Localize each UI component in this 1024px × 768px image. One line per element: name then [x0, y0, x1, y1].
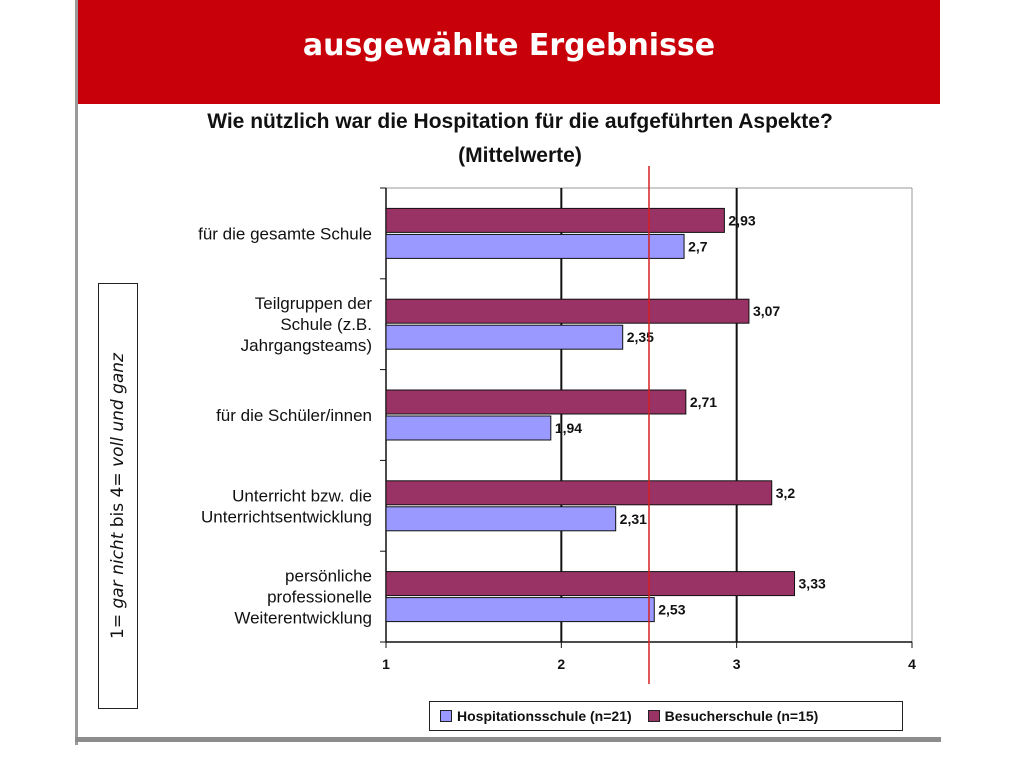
x-tick-label: 3 [733, 656, 741, 672]
value-label-hospitationsschule: 2,35 [627, 329, 654, 345]
header-bar: ausgewählte Ergebnisse [78, 0, 940, 104]
category-label: für die Schüler/innen [216, 406, 372, 425]
value-label-besucherschule: 2,71 [690, 394, 717, 410]
x-tick-label: 4 [908, 656, 916, 672]
chart-legend: Hospitationsschule (n=21) Besucherschule … [429, 701, 903, 731]
x-tick-label: 1 [382, 656, 390, 672]
bar-hospitationsschule [385, 506, 617, 532]
bar-hospitationsschule [385, 415, 552, 441]
value-label-hospitationsschule: 2,7 [688, 238, 708, 254]
value-label-besucherschule: 2,93 [728, 212, 755, 228]
legend-item-hospitationsschule: Hospitationsschule (n=21) [440, 708, 632, 724]
value-label-besucherschule: 3,2 [776, 485, 796, 501]
category-label: Unterrichtsentwicklung [201, 507, 372, 526]
slide-border-bottom [75, 737, 941, 742]
bar-hospitationsschule [385, 324, 624, 350]
category-label: professionelle [267, 588, 372, 607]
category-label: Teilgruppen der [255, 294, 373, 313]
bar-hospitationsschule [385, 597, 655, 623]
slide-title: ausgewählte Ergebnisse [302, 28, 716, 63]
legend-item-besucherschule: Besucherschule (n=15) [647, 708, 819, 724]
category-label: Schule (z.B. [280, 315, 372, 334]
chart-subtitle: (Mittelwerte) [458, 144, 582, 167]
x-tick-label: 2 [557, 656, 565, 672]
category-label: für die gesamte Schule [198, 224, 372, 243]
category-label: persönliche [285, 567, 372, 586]
bar-besucherschule [385, 389, 687, 415]
bar-besucherschule [385, 207, 725, 233]
value-label-hospitationsschule: 1,94 [555, 420, 582, 436]
value-label-besucherschule: 3,33 [799, 576, 826, 592]
category-label: Weiterentwicklung [234, 609, 372, 628]
chart-title: Wie nützlich war die Hospitation für die… [207, 110, 833, 133]
value-label-hospitationsschule: 2,53 [658, 602, 685, 618]
bar-besucherschule [385, 480, 773, 506]
legend-label: Besucherschule (n=15) [664, 708, 819, 724]
legend-swatch [440, 710, 452, 722]
bar-hospitationsschule [385, 233, 685, 259]
value-label-hospitationsschule: 2,31 [620, 511, 647, 527]
value-label-besucherschule: 3,07 [753, 303, 780, 319]
category-label: Unterricht bzw. die [232, 486, 372, 505]
legend-label: Hospitationsschule (n=21) [457, 708, 632, 724]
bar-besucherschule [385, 298, 750, 324]
bar-besucherschule [385, 571, 796, 597]
category-label: Jahrgangsteams) [241, 336, 372, 355]
scale-note-box [98, 283, 138, 709]
legend-swatch [647, 710, 660, 722]
slide-border-left [75, 0, 78, 745]
